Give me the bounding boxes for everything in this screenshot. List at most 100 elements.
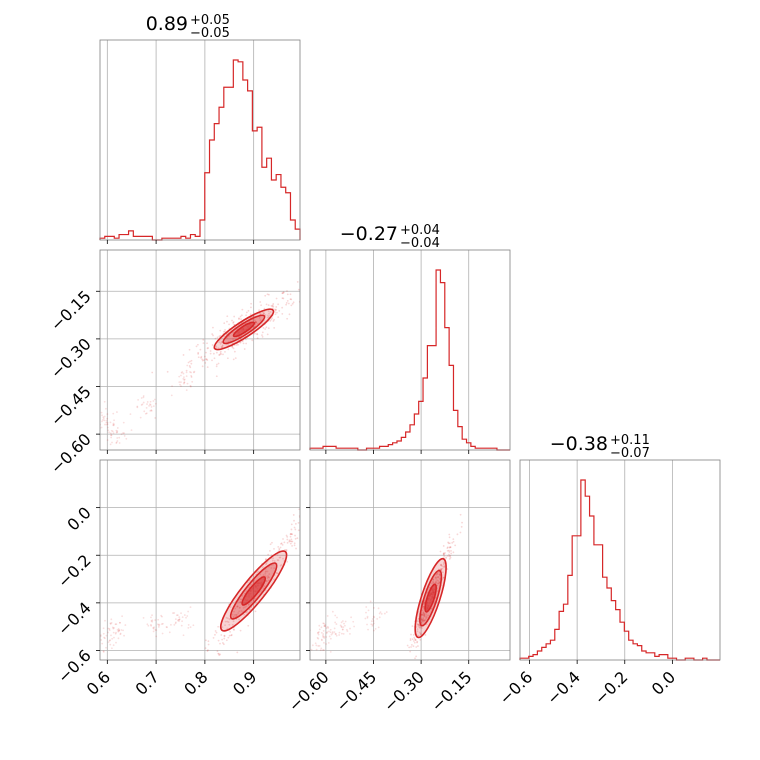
sample-point [115, 631, 117, 634]
sample-point [340, 625, 343, 628]
sample-point [342, 620, 344, 622]
sample-point [446, 546, 449, 549]
sample-point [437, 582, 439, 585]
sample-point [200, 356, 202, 359]
sample-point [273, 578, 275, 581]
sample-point [189, 366, 192, 369]
sample-point [110, 634, 112, 637]
y-tick-label: −0.30 [47, 334, 95, 382]
sample-point [154, 628, 157, 631]
sample-point [321, 510, 323, 512]
sample-point [365, 611, 367, 614]
sample-point [185, 375, 188, 378]
sample-point [206, 342, 208, 345]
sample-point [447, 542, 450, 545]
sample-point [190, 359, 193, 362]
sample-point [330, 633, 333, 636]
sample-point [181, 616, 184, 619]
sample-point [260, 590, 262, 593]
sample-point [414, 657, 416, 660]
sample-point [291, 545, 293, 547]
sample-point [102, 650, 105, 653]
sample-point [339, 624, 342, 627]
sample-point [118, 436, 121, 439]
sample-point [219, 342, 222, 345]
sample-point [225, 333, 228, 336]
sample-point [417, 624, 420, 626]
sample-point [204, 668, 206, 670]
sample-point [109, 639, 111, 642]
sample-point [421, 613, 424, 616]
sample-point [228, 623, 231, 626]
sample-point [201, 359, 204, 362]
sample-point [371, 618, 374, 620]
sample-point [310, 489, 312, 491]
sample-point [410, 643, 413, 646]
sample-point [220, 634, 223, 636]
sample-point [427, 614, 429, 617]
sample-point [170, 623, 172, 626]
sample-point [190, 371, 193, 374]
sample-point [154, 417, 157, 419]
sample-point [435, 581, 438, 584]
sample-point [192, 371, 195, 374]
sample-point [104, 637, 106, 640]
sample-point [423, 614, 425, 617]
sample-point [202, 342, 205, 345]
sample-point [232, 620, 235, 623]
sample-point [275, 297, 278, 300]
sample-point [254, 332, 256, 335]
sample-point [195, 345, 198, 348]
sample-point [314, 510, 316, 512]
sample-point [261, 331, 264, 334]
sample-point [109, 443, 112, 446]
sample-point [417, 625, 420, 627]
sample-point [236, 605, 239, 608]
sample-point [218, 653, 220, 655]
sample-point [95, 635, 97, 637]
sample-point [178, 620, 180, 623]
sample-point [123, 435, 126, 437]
sample-point [117, 627, 120, 630]
sample-point [116, 427, 119, 429]
sample-point [438, 581, 441, 584]
x-tick-label: 0.0 [648, 667, 679, 698]
sample-point [172, 612, 174, 614]
sample-point [281, 297, 284, 300]
sample-point [449, 554, 452, 557]
sample-point [100, 634, 102, 637]
sample-point [245, 342, 248, 345]
sample-point [161, 615, 163, 618]
sample-point [227, 617, 229, 620]
sample-point [266, 333, 269, 336]
sample-point [343, 624, 346, 627]
sample-point [340, 621, 343, 624]
sample-point [165, 626, 168, 628]
sample-point [303, 526, 305, 528]
sample-point [448, 546, 451, 549]
sample-point [442, 576, 445, 579]
sample-point [168, 631, 171, 634]
sample-point [207, 643, 210, 646]
sample-point [215, 631, 218, 634]
sample-point [104, 619, 106, 622]
sample-point [214, 630, 217, 632]
sample-point [325, 632, 328, 634]
sample-point [373, 622, 375, 625]
sample-point [422, 606, 425, 608]
sample-point [116, 431, 119, 434]
sample-point [437, 582, 440, 585]
sample-point [102, 417, 105, 420]
sample-point [421, 627, 423, 630]
sample-point [217, 652, 220, 655]
sample-point [436, 576, 439, 579]
sample-point [425, 616, 428, 619]
sample-point [277, 316, 280, 318]
sample-point [279, 564, 282, 567]
sample-point [187, 361, 190, 364]
sample-point [226, 315, 229, 318]
sample-point [190, 374, 193, 377]
sample-point [111, 637, 114, 640]
sample-point [440, 568, 442, 571]
